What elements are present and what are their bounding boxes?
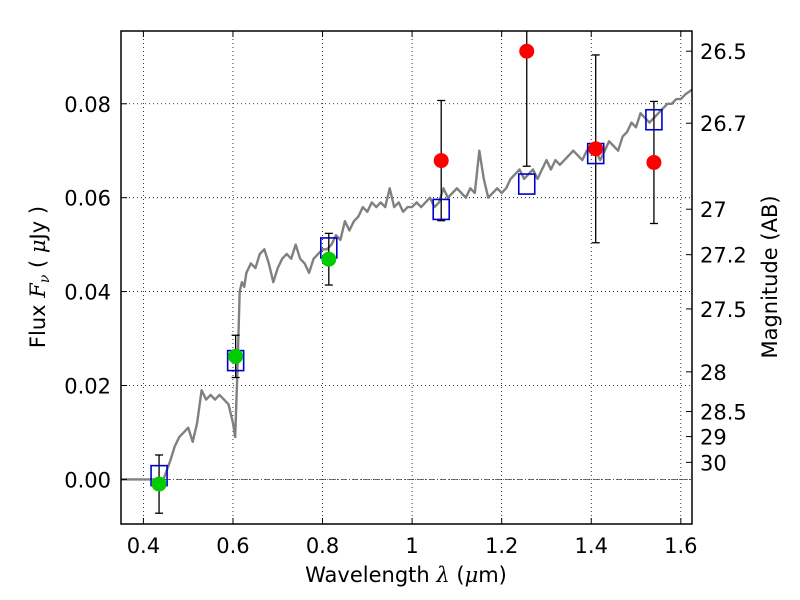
model-square — [517, 173, 536, 195]
red-point — [519, 43, 535, 59]
x-axis-label: Wavelength λ (μm) — [305, 563, 507, 587]
y2-tick-label: 27.2 — [700, 244, 747, 268]
y2-tick-label: 28.5 — [700, 401, 747, 425]
axis-ticks — [121, 31, 692, 524]
y2-tick-label: 28 — [700, 361, 727, 385]
data-markers — [150, 43, 663, 492]
y-tick-label: 0.06 — [64, 187, 111, 211]
green-point — [151, 476, 167, 492]
y2-tick-label: 26.7 — [700, 112, 747, 136]
x-tick-label: 0.4 — [127, 534, 160, 558]
red-point — [433, 153, 449, 169]
x-tick-label: 1.6 — [664, 534, 697, 558]
y-tick-label: 0.00 — [64, 468, 111, 492]
y-tick-label: 0.08 — [64, 93, 111, 117]
x-tick-label: 0.8 — [306, 534, 339, 558]
x-tick-label: 1 — [405, 534, 418, 558]
red-point — [646, 154, 662, 170]
green-point — [228, 348, 244, 364]
y2-axis-label: Magnitude (AB) — [758, 195, 782, 358]
y2-tick-label: 27.5 — [700, 298, 747, 322]
y2-tick-label: 27 — [700, 198, 727, 222]
y2-tick-label: 29 — [700, 426, 727, 450]
y-axis-label: Flux Fν ( μJy ) — [26, 206, 53, 348]
y-tick-label: 0.02 — [64, 374, 111, 398]
y-tick-labels: 0.00 0.02 0.04 0.06 0.08 — [64, 93, 111, 493]
y2-tick-label: 26.5 — [700, 40, 747, 64]
x-tick-labels: 0.4 0.6 0.8 1 1.2 1.4 1.6 — [127, 534, 698, 558]
plot-frame — [120, 30, 693, 525]
x-tick-label: 1.4 — [575, 534, 608, 558]
x-tick-label: 0.6 — [216, 534, 249, 558]
x-tick-label: 1.2 — [485, 534, 518, 558]
y2-tick-label: 30 — [700, 451, 727, 475]
y-tick-label: 0.04 — [64, 281, 111, 305]
red-point — [588, 141, 604, 157]
model-square — [432, 198, 451, 221]
model-square — [645, 108, 663, 131]
green-point — [321, 251, 337, 267]
